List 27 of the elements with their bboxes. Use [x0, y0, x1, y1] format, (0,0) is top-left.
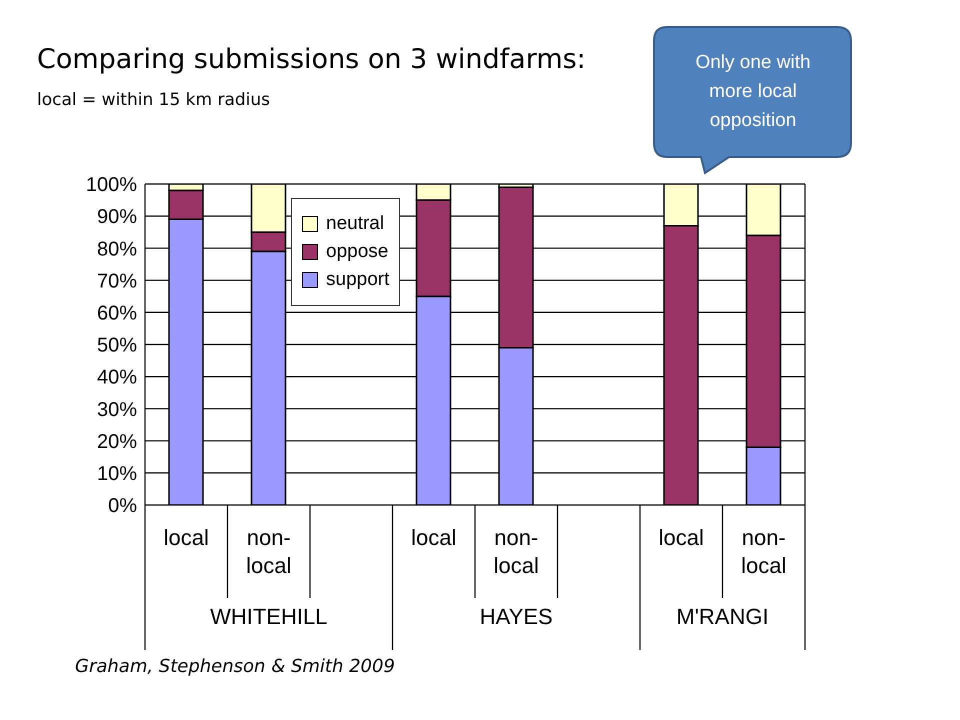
y-tick-label: 10% — [96, 463, 138, 485]
y-tick-label: 20% — [96, 430, 138, 453]
y-tick-label: 30% — [96, 398, 138, 421]
y-tick-label: 90% — [96, 206, 138, 228]
x-tick-label: non-local — [741, 525, 786, 578]
text: HAYES — [480, 604, 553, 629]
x-tick-label: non-local — [246, 525, 292, 578]
y-tick-label: 40% — [96, 366, 138, 389]
text: WHITEHILL — [210, 604, 328, 629]
x-tick-label: local — [658, 525, 704, 550]
chart-title: Comparing submissions on 3 windfarms: — [37, 44, 586, 75]
y-tick-label: 50% — [96, 334, 138, 357]
legend-label: neutral — [326, 213, 384, 235]
y-tick-label: 100% — [86, 174, 138, 196]
y-tick-label: 80% — [96, 238, 138, 260]
y-tick-label: 70% — [96, 270, 138, 292]
x-tick-label: local — [164, 525, 209, 550]
text: Only one with more local opposition — [694, 51, 812, 133]
legend-label: oppose — [326, 241, 388, 263]
x-tick-label: local — [411, 525, 456, 550]
x-tick-label: non-local — [494, 525, 539, 578]
y-tick-label: 60% — [96, 302, 138, 324]
text: Graham, Stephenson & Smith 2009 — [75, 656, 395, 677]
chart-subtitle: local = within 15 km radius — [37, 90, 270, 110]
text: M'RANGI — [676, 604, 769, 629]
legend-label: support — [326, 269, 390, 291]
y-tick-label: 0% — [108, 495, 138, 518]
